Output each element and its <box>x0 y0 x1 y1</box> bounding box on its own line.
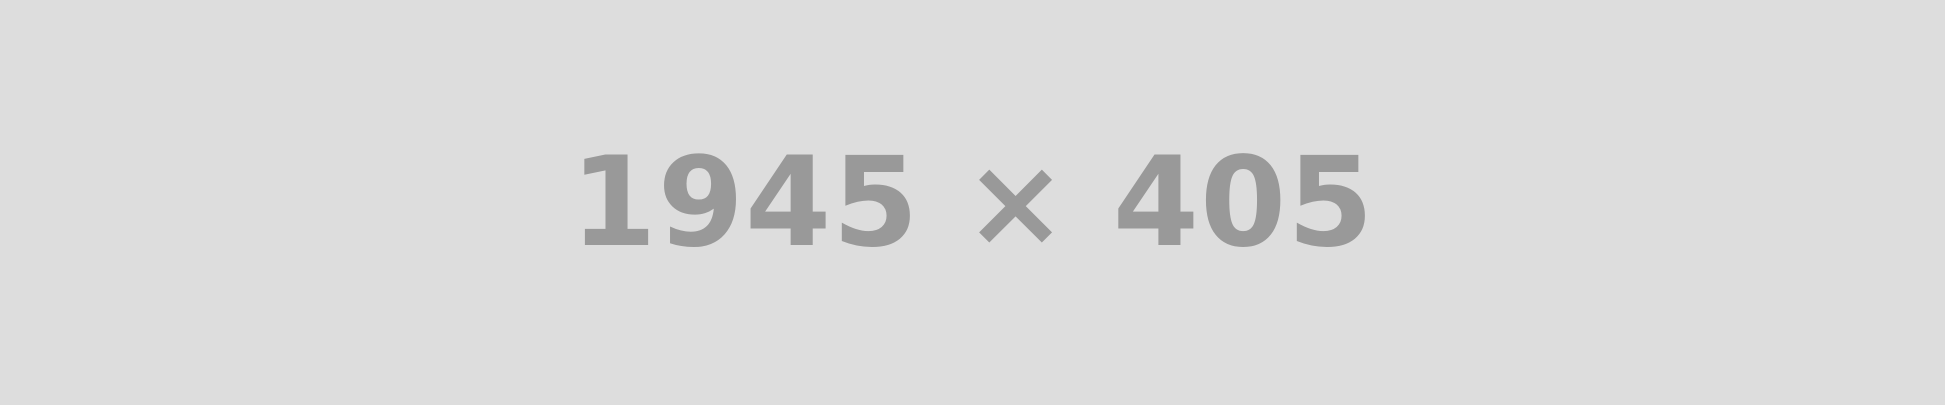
dimensions-label: 1945 × 405 <box>570 130 1375 275</box>
